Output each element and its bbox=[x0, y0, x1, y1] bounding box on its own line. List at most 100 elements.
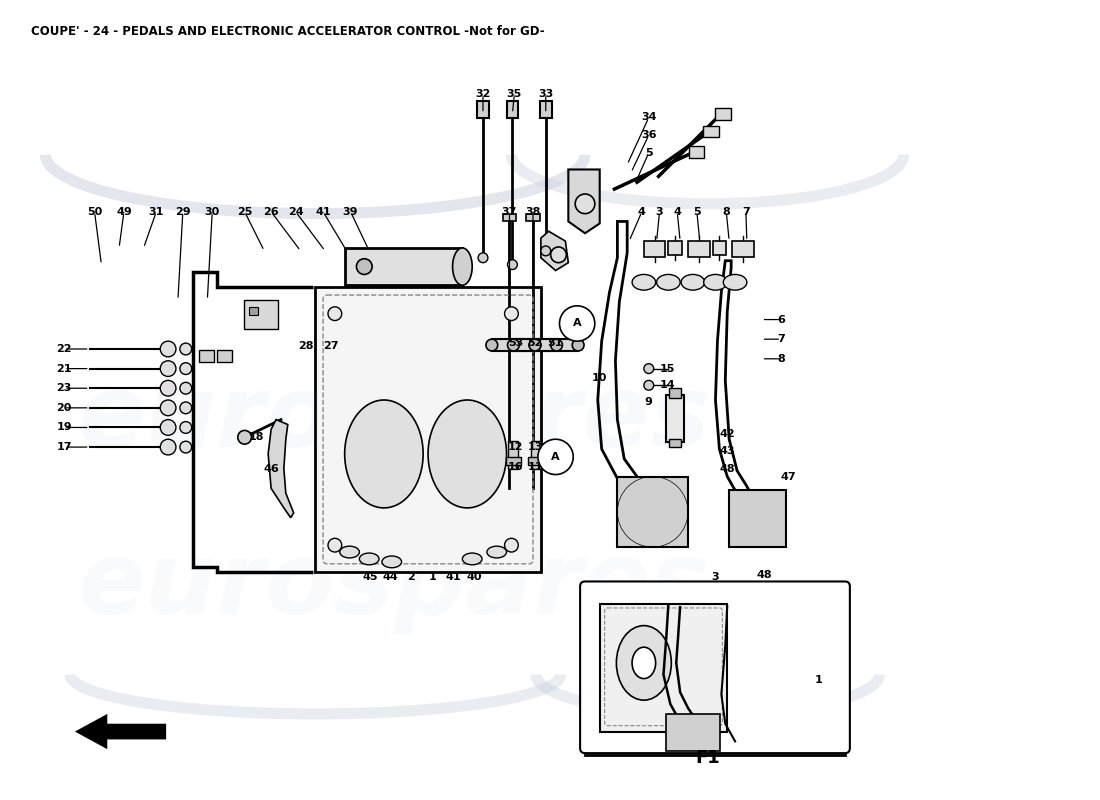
Text: 4: 4 bbox=[638, 206, 646, 217]
Circle shape bbox=[575, 194, 595, 214]
Bar bbox=[531, 441, 541, 469]
Text: 25: 25 bbox=[236, 206, 252, 217]
Ellipse shape bbox=[632, 274, 656, 290]
Ellipse shape bbox=[724, 274, 747, 290]
Ellipse shape bbox=[360, 553, 379, 565]
Bar bbox=[669, 241, 682, 255]
Text: COUPE' - 24 - PEDALS AND ELECTRONIC ACCELERATOR CONTROL -Not for GD-: COUPE' - 24 - PEDALS AND ELECTRONIC ACCE… bbox=[31, 26, 544, 38]
Text: 38: 38 bbox=[526, 206, 541, 217]
Circle shape bbox=[180, 441, 191, 453]
Bar bbox=[249, 307, 258, 314]
Text: 15: 15 bbox=[660, 364, 675, 374]
Bar bbox=[344, 248, 462, 286]
Text: 49: 49 bbox=[117, 206, 132, 217]
Text: 3: 3 bbox=[656, 206, 663, 217]
Text: 50: 50 bbox=[87, 206, 102, 217]
Text: 39: 39 bbox=[343, 206, 359, 217]
Bar bbox=[667, 714, 721, 751]
Text: 19: 19 bbox=[56, 422, 72, 433]
Bar bbox=[243, 300, 278, 330]
Text: 52: 52 bbox=[527, 338, 542, 348]
Circle shape bbox=[161, 341, 176, 357]
Text: 45: 45 bbox=[362, 571, 378, 582]
Text: 1: 1 bbox=[429, 571, 437, 582]
Bar bbox=[713, 241, 726, 255]
Text: 17: 17 bbox=[56, 442, 72, 452]
Ellipse shape bbox=[632, 647, 656, 678]
Text: 16: 16 bbox=[507, 462, 524, 472]
Circle shape bbox=[161, 361, 176, 377]
Circle shape bbox=[180, 402, 191, 414]
Text: 29: 29 bbox=[175, 206, 190, 217]
Polygon shape bbox=[75, 714, 166, 750]
Text: 13: 13 bbox=[527, 442, 542, 452]
Circle shape bbox=[538, 439, 573, 474]
Bar bbox=[540, 101, 552, 118]
Polygon shape bbox=[541, 231, 569, 270]
Ellipse shape bbox=[452, 248, 472, 286]
Bar bbox=[617, 477, 688, 547]
Bar bbox=[506, 101, 518, 118]
Text: 37: 37 bbox=[502, 206, 517, 217]
Bar bbox=[703, 126, 719, 138]
Bar bbox=[644, 241, 666, 257]
Bar bbox=[600, 604, 727, 731]
Text: A: A bbox=[573, 318, 582, 329]
Bar bbox=[689, 146, 704, 158]
Bar bbox=[733, 241, 754, 257]
Text: 35: 35 bbox=[507, 89, 522, 99]
Ellipse shape bbox=[681, 274, 705, 290]
Text: 6: 6 bbox=[778, 314, 785, 325]
Text: 34: 34 bbox=[641, 113, 657, 122]
Text: 18: 18 bbox=[249, 432, 264, 442]
Circle shape bbox=[180, 343, 191, 355]
Text: 32: 32 bbox=[475, 89, 491, 99]
Text: 4: 4 bbox=[673, 206, 681, 217]
Text: 3: 3 bbox=[712, 571, 719, 582]
Circle shape bbox=[560, 306, 595, 341]
Text: 47: 47 bbox=[780, 471, 796, 482]
Text: 31: 31 bbox=[148, 206, 164, 217]
Ellipse shape bbox=[529, 339, 541, 351]
Text: 11: 11 bbox=[527, 462, 542, 472]
Bar bbox=[528, 457, 543, 465]
Text: 9: 9 bbox=[645, 397, 652, 407]
Text: 21: 21 bbox=[56, 364, 72, 374]
Circle shape bbox=[161, 380, 176, 396]
Bar bbox=[506, 457, 521, 465]
Circle shape bbox=[551, 247, 566, 262]
Circle shape bbox=[238, 430, 252, 444]
Circle shape bbox=[507, 260, 517, 270]
Text: 42: 42 bbox=[719, 430, 735, 439]
Bar bbox=[514, 339, 557, 351]
Polygon shape bbox=[268, 420, 294, 518]
Circle shape bbox=[505, 307, 518, 321]
Text: 40: 40 bbox=[466, 571, 482, 582]
Text: 30: 30 bbox=[205, 206, 220, 217]
Ellipse shape bbox=[344, 400, 424, 508]
Ellipse shape bbox=[428, 400, 506, 508]
Text: 12: 12 bbox=[507, 442, 524, 452]
Text: 41: 41 bbox=[316, 206, 331, 217]
Text: 10: 10 bbox=[592, 374, 607, 383]
Bar bbox=[508, 441, 518, 469]
Bar bbox=[715, 108, 730, 120]
Text: 28: 28 bbox=[298, 341, 314, 351]
Text: 22: 22 bbox=[56, 344, 72, 354]
Text: 53: 53 bbox=[508, 338, 522, 348]
Circle shape bbox=[161, 400, 176, 416]
Ellipse shape bbox=[382, 556, 402, 568]
Circle shape bbox=[644, 380, 653, 390]
Text: 48: 48 bbox=[719, 464, 735, 474]
Ellipse shape bbox=[616, 626, 671, 700]
Ellipse shape bbox=[356, 258, 372, 274]
Bar bbox=[526, 214, 540, 222]
Ellipse shape bbox=[486, 339, 497, 351]
Bar bbox=[316, 287, 541, 572]
Text: 7: 7 bbox=[778, 334, 785, 344]
Circle shape bbox=[328, 307, 342, 321]
Circle shape bbox=[478, 253, 488, 262]
Bar bbox=[670, 388, 681, 398]
Bar bbox=[667, 395, 684, 442]
Bar bbox=[535, 339, 579, 351]
